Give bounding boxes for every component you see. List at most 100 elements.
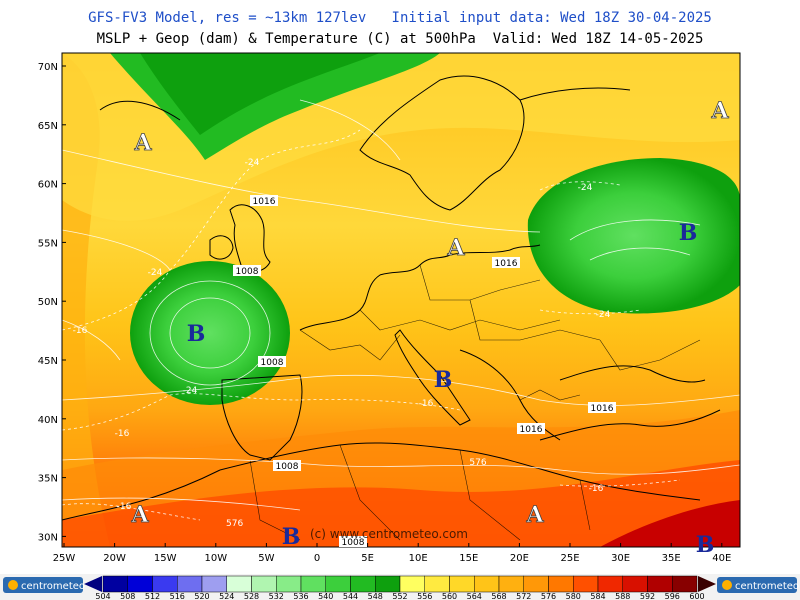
legend-value: 524 bbox=[219, 592, 234, 600]
watermark: (c) www.centrometeo.com bbox=[310, 527, 468, 541]
temp-label: -16 bbox=[419, 399, 434, 409]
legend-value: 556 bbox=[417, 592, 432, 600]
longitude-label: 20E bbox=[510, 553, 529, 564]
isobar-label: 1008 bbox=[276, 462, 299, 472]
legend-box bbox=[127, 575, 153, 593]
temp-label: -16 bbox=[73, 326, 88, 336]
high-atlantic-south: A bbox=[130, 502, 149, 528]
legend-value: 536 bbox=[293, 592, 308, 600]
logo-right: centrometeo bbox=[717, 577, 799, 593]
legend-value: 512 bbox=[145, 592, 160, 600]
cold-trough-core bbox=[140, 53, 380, 135]
legend-value: 528 bbox=[244, 592, 259, 600]
legend-value: 560 bbox=[442, 592, 457, 600]
logo-left: centrometeo bbox=[3, 577, 85, 593]
cold-pool-biscay bbox=[130, 261, 290, 405]
isobar-label: 1016 bbox=[253, 197, 276, 207]
isobar-label: 1016 bbox=[591, 404, 614, 414]
geop-label-south: 576 bbox=[226, 519, 243, 529]
temp-label: -24 bbox=[183, 386, 198, 396]
latitude-label: 35N bbox=[38, 474, 58, 485]
legend-value: 540 bbox=[318, 592, 333, 600]
legend-box bbox=[597, 575, 623, 593]
longitude-label: 30E bbox=[611, 553, 630, 564]
isobar-label: 1016 bbox=[520, 425, 543, 435]
plot-frame bbox=[61, 52, 741, 548]
latitude-label: 50N bbox=[38, 297, 58, 308]
latitude-label: 45N bbox=[38, 356, 58, 367]
temp-label: -16 bbox=[115, 429, 130, 439]
legend-boxes bbox=[102, 575, 698, 593]
latitude-label: 40N bbox=[38, 415, 58, 426]
legend-box bbox=[622, 575, 648, 593]
legend-value: 580 bbox=[566, 592, 581, 600]
legend-box bbox=[523, 575, 549, 593]
high-central-europe: A bbox=[446, 235, 465, 261]
latitude-labels: 70N 65N 60N 55N 50N 45N 40N 35N 30N bbox=[38, 62, 66, 543]
legend-value: 504 bbox=[95, 592, 110, 600]
low-middle-east: B bbox=[696, 532, 715, 558]
temp-label: -16 bbox=[589, 484, 604, 494]
legend-box bbox=[177, 575, 203, 593]
longitude-label: 15E bbox=[459, 553, 478, 564]
temp-label: -24 bbox=[596, 310, 611, 320]
legend-box bbox=[474, 575, 500, 593]
longitude-label: 10E bbox=[409, 553, 428, 564]
high-northeast: A bbox=[710, 98, 729, 124]
isobar-label: 1016 bbox=[495, 259, 518, 269]
legend-arrow-right bbox=[698, 576, 716, 592]
latitude-label: 60N bbox=[38, 180, 58, 191]
legend-value: 516 bbox=[170, 592, 185, 600]
legend-box bbox=[201, 575, 227, 593]
legend-value: 508 bbox=[120, 592, 135, 600]
temp-label: -16 bbox=[117, 502, 132, 512]
legend-box bbox=[548, 575, 574, 593]
legend-value: 532 bbox=[269, 592, 284, 600]
longitude-label: 5W bbox=[258, 553, 274, 564]
geop-label: 576 bbox=[469, 458, 486, 468]
longitude-label: 35E bbox=[662, 553, 681, 564]
longitude-label: 40E bbox=[712, 553, 731, 564]
legend-value: 520 bbox=[194, 592, 209, 600]
legend-box bbox=[647, 575, 673, 593]
coastlines bbox=[62, 75, 721, 521]
legend-box bbox=[573, 575, 599, 593]
temp-label: -24 bbox=[245, 158, 260, 168]
legend-value: 548 bbox=[368, 592, 383, 600]
temperature-isotherms bbox=[62, 129, 681, 521]
legend-arrow-left bbox=[84, 576, 102, 592]
isolines bbox=[62, 99, 740, 511]
weather-map: 70N 65N 60N 55N 50N 45N 40N 35N 30N 25W 20W 15W 10W… bbox=[38, 52, 741, 564]
legend-box bbox=[251, 575, 277, 593]
low-italy: B bbox=[434, 367, 453, 393]
legend-value: 544 bbox=[343, 592, 358, 600]
low-russia: B bbox=[679, 220, 698, 246]
legend-box bbox=[276, 575, 302, 593]
legend-box bbox=[449, 575, 475, 593]
isobar-label: 1008 bbox=[261, 358, 284, 368]
temperature-labels: -24 -24 -24 -24 -24 -16 -16 -16 -16 -16 bbox=[73, 158, 611, 512]
latitude-label: 55N bbox=[38, 238, 58, 249]
legend-values: 504 508 512 516 520 524 528 532 536 540 544 548 552 5… bbox=[95, 592, 704, 600]
legend-value: 596 bbox=[665, 592, 680, 600]
hot-band-south bbox=[62, 460, 740, 547]
title-model-run: GFS-FV3 Model, res = ~13km 127lev Initia… bbox=[88, 10, 712, 26]
longitude-label: 25E bbox=[560, 553, 579, 564]
longitude-label: 20W bbox=[103, 553, 126, 564]
high-africa: A bbox=[525, 502, 544, 528]
legend-box bbox=[152, 575, 178, 593]
isobar-label: 1008 bbox=[342, 538, 365, 548]
temp-label: -24 bbox=[148, 268, 163, 278]
hot-core-southeast bbox=[600, 500, 740, 547]
latitude-label: 70N bbox=[38, 62, 58, 73]
legend-box bbox=[226, 575, 252, 593]
high-greenland: A bbox=[133, 130, 152, 156]
title-field-valid: MSLP + Geop (dam) & Temperature (C) at 5… bbox=[96, 31, 704, 47]
legend-value: 600 bbox=[689, 592, 704, 600]
legend-value: 588 bbox=[615, 592, 630, 600]
legend-value: 592 bbox=[640, 592, 655, 600]
legend-value: 576 bbox=[541, 592, 556, 600]
legend-box bbox=[424, 575, 450, 593]
legend-box bbox=[300, 575, 326, 593]
legend-box bbox=[672, 575, 698, 593]
